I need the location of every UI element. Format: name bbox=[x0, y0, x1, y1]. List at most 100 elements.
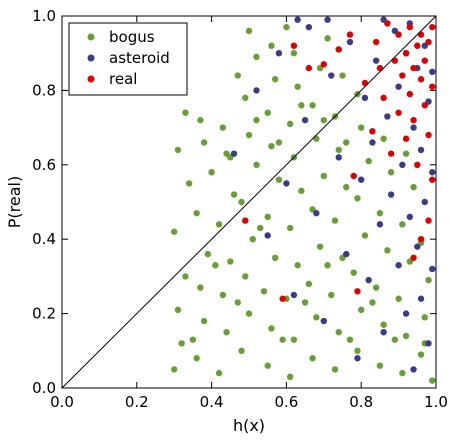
asteroid-point bbox=[395, 262, 402, 269]
bogus-point bbox=[245, 131, 253, 139]
bogus-point bbox=[417, 351, 425, 358]
bogus-point bbox=[365, 157, 372, 165]
x-tick-label: 1.0 bbox=[424, 393, 448, 411]
real-point bbox=[417, 76, 425, 83]
bogus-point bbox=[174, 306, 182, 314]
real-point bbox=[369, 128, 376, 135]
real-point bbox=[414, 161, 421, 168]
bogus-point bbox=[171, 228, 178, 235]
bogus-point bbox=[316, 243, 324, 250]
bogus-point bbox=[245, 310, 253, 317]
legend: bogus asteroid real bbox=[68, 22, 188, 96]
bogus-point bbox=[298, 102, 305, 109]
asteroid-point bbox=[402, 310, 410, 317]
real-point bbox=[395, 109, 402, 116]
real-point bbox=[425, 217, 432, 224]
bogus-point bbox=[234, 72, 241, 79]
real-point bbox=[402, 50, 410, 57]
bogus-point bbox=[200, 317, 208, 325]
bogus-point bbox=[242, 94, 249, 102]
asteroid-point bbox=[414, 243, 421, 250]
real-point bbox=[384, 20, 391, 27]
bogus-point bbox=[204, 250, 212, 258]
bogus-point bbox=[174, 146, 182, 154]
bogus-point bbox=[189, 336, 197, 343]
bogus-point bbox=[372, 284, 380, 291]
x-tick-label: 0.4 bbox=[200, 393, 224, 411]
asteroid-point bbox=[313, 209, 320, 217]
asteroid-point bbox=[421, 198, 428, 206]
bogus-point bbox=[253, 161, 260, 168]
bogus-point bbox=[380, 321, 387, 328]
asteroid-point bbox=[425, 340, 432, 347]
bogus-point bbox=[358, 306, 365, 314]
real-point bbox=[417, 31, 425, 38]
bogus-point bbox=[399, 369, 406, 377]
bogus-point bbox=[313, 135, 320, 142]
bogus-point bbox=[339, 72, 346, 79]
y-tick-label: 1.0 bbox=[32, 7, 56, 25]
bogus-point bbox=[301, 299, 309, 306]
bogus-point bbox=[234, 299, 241, 306]
bogus-point bbox=[320, 172, 327, 180]
bogus-point bbox=[298, 187, 305, 195]
real-point bbox=[414, 42, 421, 49]
bogus-point bbox=[343, 139, 350, 146]
bogus-point bbox=[376, 362, 384, 369]
asteroid-point bbox=[410, 124, 417, 131]
bogus-point bbox=[391, 336, 399, 343]
bogus-point bbox=[380, 135, 387, 142]
bogus-point bbox=[429, 377, 436, 384]
asteroid-point bbox=[275, 50, 283, 57]
real-point bbox=[421, 102, 428, 109]
bogus-point bbox=[358, 124, 365, 131]
bogus-point bbox=[421, 314, 428, 321]
asteroid-point bbox=[399, 161, 406, 168]
asteroid-point bbox=[406, 213, 414, 221]
reference-line bbox=[61, 15, 437, 389]
bogus-point bbox=[193, 355, 200, 362]
real-point bbox=[417, 236, 425, 243]
legend-label-asteroid: asteroid bbox=[109, 49, 170, 67]
plot-frame bbox=[61, 15, 437, 389]
bogus-point bbox=[354, 195, 361, 202]
real-point bbox=[429, 176, 436, 183]
bogus-point bbox=[253, 53, 260, 61]
bogus-point bbox=[384, 247, 391, 254]
bogus-point bbox=[253, 116, 260, 124]
bogus-point bbox=[268, 325, 275, 332]
real-point bbox=[421, 57, 428, 64]
bogus-point bbox=[309, 355, 316, 362]
asteroid-point bbox=[372, 57, 380, 64]
bogus-point bbox=[331, 366, 339, 373]
bogus-point bbox=[182, 109, 189, 116]
real-point bbox=[242, 217, 249, 224]
bogus-point bbox=[200, 139, 208, 146]
legend-label-real: real bbox=[109, 70, 137, 88]
x-tick-label: 0.2 bbox=[125, 393, 149, 411]
bogus-point bbox=[309, 102, 316, 109]
bogus-point bbox=[402, 332, 410, 340]
real-point bbox=[354, 288, 361, 295]
bogus-point bbox=[376, 209, 384, 217]
asteroid-point bbox=[369, 139, 376, 146]
real-point bbox=[320, 61, 327, 68]
bogus-point bbox=[238, 347, 245, 354]
real-point bbox=[410, 64, 417, 72]
bogus-point bbox=[271, 76, 279, 83]
bogus-point bbox=[324, 35, 331, 42]
legend-marker-bogus bbox=[87, 33, 95, 41]
bogus-point bbox=[223, 329, 230, 336]
asteroid-point bbox=[320, 317, 327, 325]
real-point bbox=[350, 172, 357, 180]
y-tick-label: 0.6 bbox=[32, 156, 56, 174]
real-point bbox=[425, 131, 432, 139]
asteroid-point bbox=[417, 146, 425, 154]
asteroid-point bbox=[380, 329, 387, 336]
bogus-point bbox=[215, 221, 223, 228]
bogus-point bbox=[264, 109, 271, 116]
asteroid-point bbox=[253, 87, 260, 94]
bogus-point bbox=[324, 262, 331, 269]
bogus-point bbox=[264, 362, 271, 369]
